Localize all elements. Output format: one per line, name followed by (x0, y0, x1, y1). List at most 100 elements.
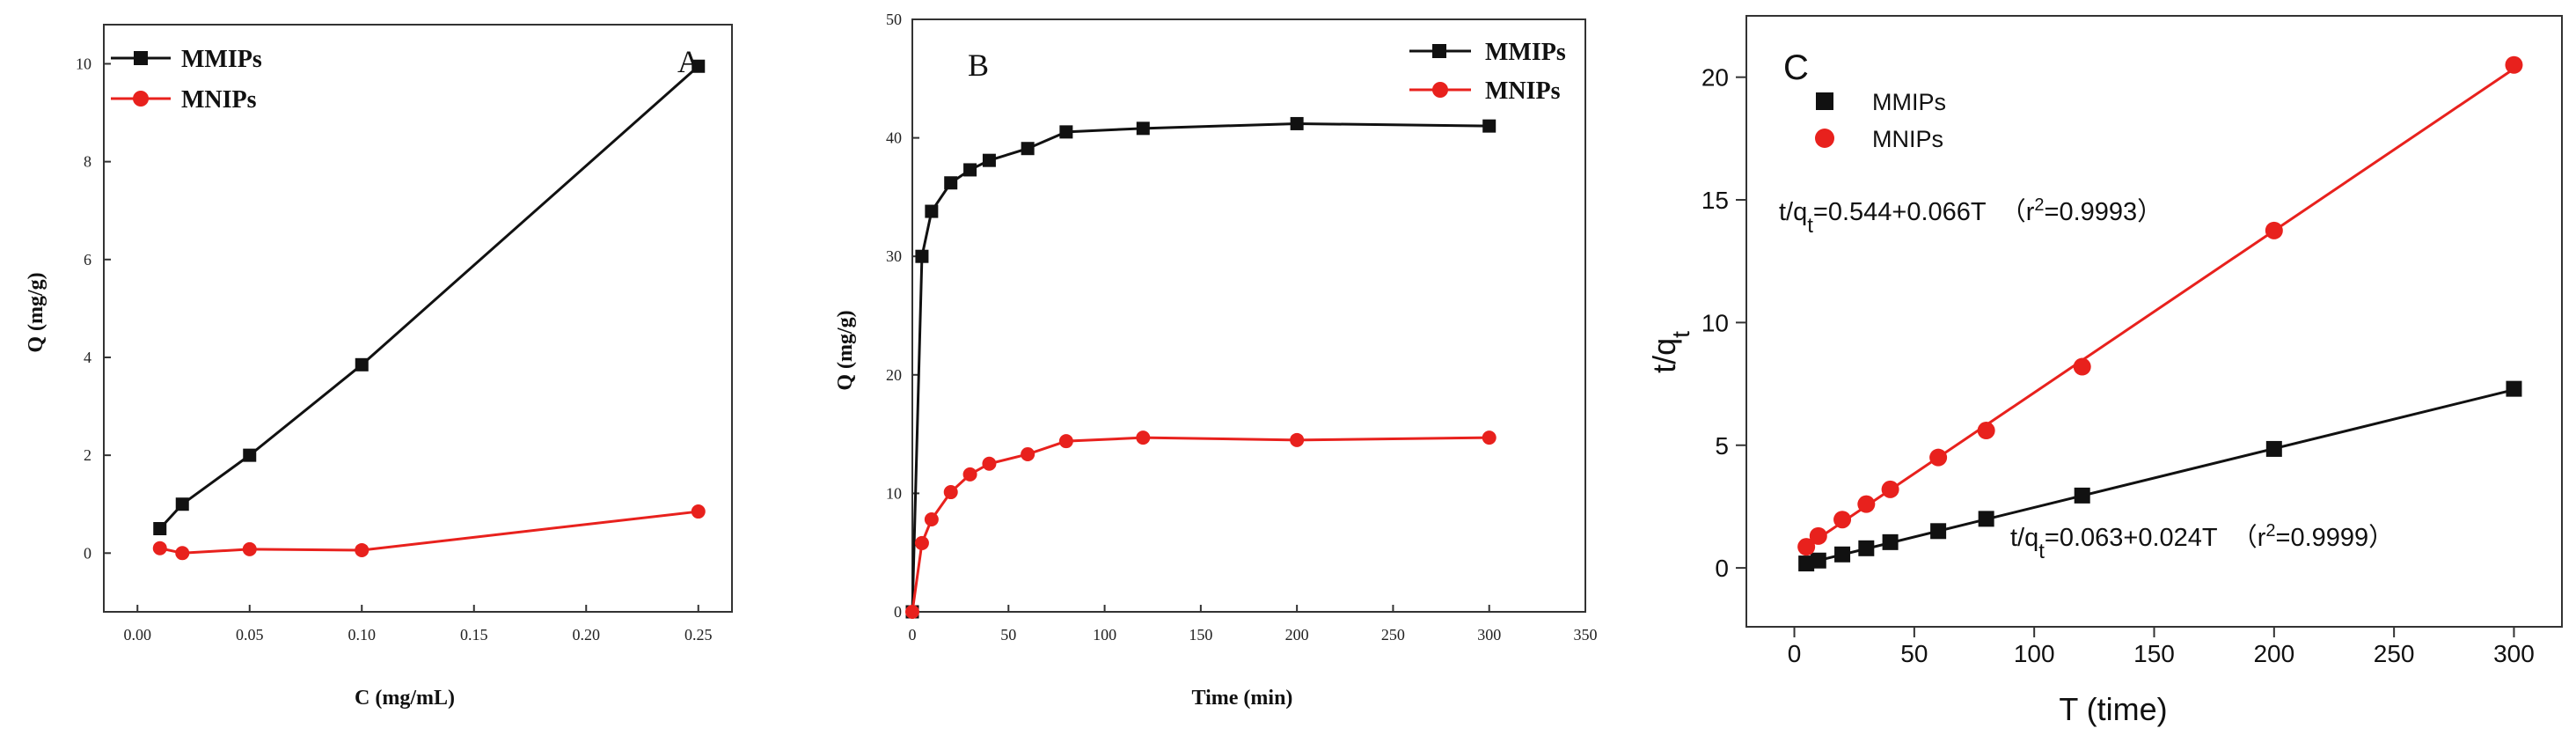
panel-a-y-tick-label: 0 (84, 544, 91, 562)
panel-b-legend-mnips-marker (1432, 82, 1448, 98)
panel-b-legend: MMIPs MNIPs (1409, 39, 1566, 105)
panel-c-mnips-point (2265, 221, 2283, 239)
panel-b-x-tick-label: 100 (1093, 626, 1116, 644)
panel-c-letter: C (1783, 48, 1809, 87)
panel-b-x-axis-label: Time (min) (1192, 687, 1293, 710)
panel-b-y-tick-label: 40 (886, 129, 902, 147)
panel-c-legend: MMIPs MNIPs (1815, 89, 1946, 152)
panel-b-mnips-point (1058, 434, 1073, 449)
panel-c-equation-mnips-prefix: t/q (1779, 198, 1807, 226)
panel-c-equation-mmips-sup: 2 (2265, 521, 2275, 541)
panel-c-legend-mnips-marker (1815, 129, 1834, 148)
panel-c-mmips-point (1882, 533, 1899, 550)
panel-a-x-tick-label: 0.10 (348, 626, 377, 644)
panel-b-mmips-point (963, 163, 977, 177)
panel-c-x-tick-label: 200 (2253, 640, 2294, 667)
panel-b: 0 50 100 150 200 250 300 350 0 10 20 30 40 50 B MMIPs… (834, 11, 1598, 710)
panel-a-x-tick-label: 0.20 (573, 626, 601, 644)
panel-c-equation-mnips-tail: =0.9993） (2045, 198, 2163, 226)
panel-b-letter: B (968, 48, 989, 83)
panel-b-x-tick-label: 150 (1189, 626, 1212, 644)
panel-a: 0.00 0.05 0.10 0.15 0.20 0.25 0 2 4 6 8 10 A MMIPs … (25, 24, 733, 710)
panel-c-mnips-point (1797, 538, 1816, 556)
panel-c-y-tick-label: 20 (1701, 64, 1729, 92)
panel-c-equation-mmips-tail: =0.9999） (2276, 524, 2395, 552)
panel-a-y-tick-label: 10 (76, 55, 91, 72)
panel-c-x-tick-label: 100 (2014, 640, 2055, 667)
panel-a-mnips-point (175, 546, 190, 561)
panel-b-mnips-point (943, 485, 958, 500)
panel-c-y-tick-label: 15 (1701, 187, 1729, 214)
panel-c-y-axis-label: t/qt (1646, 331, 1694, 373)
panel-a-y-axis-label: Q (mg/g) (25, 272, 48, 352)
panel-a-y-tick-label: 8 (84, 153, 91, 171)
panel-b-x-tick-label: 0 (909, 626, 917, 644)
panel-b-y-axis-label: Q (mg/g) (834, 310, 857, 390)
panel-b-y-tick-label: 50 (886, 11, 902, 28)
panel-b-mmips-point (915, 249, 929, 263)
panel-b-x-tick-label: 350 (1574, 626, 1598, 644)
panel-c-y-axis-label-main: t/q (1646, 338, 1682, 373)
panel-b-mmips-point (1021, 142, 1035, 156)
panel-a-legend-mmips-label: MMIPs (181, 46, 262, 73)
panel-c-equation-mnips: t/qt=0.544+0.066T （r2=0.9993） (1779, 195, 2163, 238)
panel-a-x-axis-label: C (mg/mL) (355, 687, 455, 710)
panel-b-mmips-point (1290, 116, 1304, 130)
panel-a-mmips-point (692, 59, 706, 73)
panel-a-x-tick-label: 0.05 (236, 626, 264, 644)
panel-c-mmips-point (2506, 380, 2522, 397)
panel-c-mmips-fit-line (1805, 388, 2514, 565)
panel-b-y-tick-label: 30 (886, 247, 902, 265)
panel-b-x-tick-label: 250 (1381, 626, 1405, 644)
panel-a-x-tick-label: 0.00 (124, 626, 152, 644)
panel-a-mmips-point (355, 357, 369, 372)
panel-c-equation-mnips-body: =0.544+0.066T （r (1813, 198, 2035, 226)
panel-a-mnips-point (355, 542, 370, 557)
panel-c-mmips-point (1858, 540, 1875, 556)
panel-b-y-tick-label: 20 (886, 366, 902, 384)
panel-c-mnips-point (1977, 422, 1995, 440)
panel-b-mnips-point (982, 456, 997, 471)
panel-c-ticks: 0 50 100 150 200 250 300 0 5 10 15 20 (1701, 64, 2535, 667)
panel-c-legend-mnips-label: MNIPs (1872, 126, 1943, 152)
panel-a-mmips-line (158, 65, 699, 530)
panel-c-legend-mmips-label: MMIPs (1872, 89, 1946, 115)
panel-b-legend-mmips-marker (1432, 44, 1446, 58)
panel-c-x-tick-label: 0 (1788, 640, 1802, 667)
panel-b-mnips-line (911, 436, 1489, 613)
panel-c-mmips-point (2074, 487, 2090, 504)
panel-c: 0 50 100 150 200 250 300 0 5 10 15 20 C MMIPs MNIPs… (1646, 15, 2563, 727)
panel-c-x-axis-label: T (time) (2059, 691, 2167, 727)
panel-a-legend-mnips-label: MNIPs (181, 86, 257, 114)
panel-c-mnips-point (2073, 357, 2091, 376)
panel-c-x-tick-label: 50 (1900, 640, 1928, 667)
panel-c-mnips-point (1929, 448, 1948, 467)
panel-a-plot-frame (103, 24, 733, 613)
panel-c-series (1797, 55, 2523, 572)
panel-c-y-tick-label: 0 (1715, 555, 1729, 582)
panel-a-mnips-point (152, 541, 167, 555)
panel-b-mmips-point (1059, 125, 1073, 139)
panel-a-legend: MMIPs MNIPs (111, 46, 262, 114)
panel-c-mmips-point (1930, 523, 1947, 540)
panel-b-mnips-point (962, 467, 977, 482)
panel-c-legend-mmips-marker (1816, 92, 1833, 110)
panel-c-mnips-point (2505, 55, 2523, 74)
panel-a-mnips-point (691, 504, 706, 519)
panel-c-equation-mnips-sub: t (1807, 214, 1813, 238)
panel-b-mmips-point (982, 153, 996, 167)
panel-a-y-tick-label: 2 (84, 446, 91, 464)
panel-b-x-tick-label: 200 (1285, 626, 1309, 644)
panel-b-mmips-point (1136, 121, 1150, 136)
panel-b-mnips-point (905, 605, 919, 619)
panel-c-mmips-point (1978, 511, 1994, 527)
panel-c-equation-mmips-prefix: t/q (2010, 524, 2038, 552)
panel-c-y-tick-label: 10 (1701, 309, 1729, 336)
panel-b-mnips-point (914, 535, 929, 550)
panel-b-mnips-point (924, 512, 939, 527)
panel-a-x-tick-label: 0.15 (460, 626, 488, 644)
panel-b-x-tick-label: 50 (1000, 626, 1016, 644)
panel-a-letter: A (677, 44, 700, 79)
panel-b-mnips-point (1021, 446, 1036, 461)
